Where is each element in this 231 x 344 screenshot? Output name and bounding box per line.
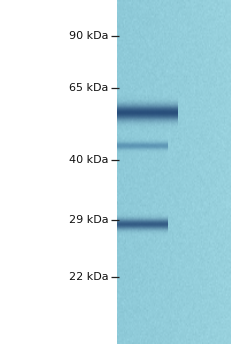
Text: 90 kDa: 90 kDa <box>69 31 109 41</box>
Text: 22 kDa: 22 kDa <box>69 272 109 282</box>
Text: 65 kDa: 65 kDa <box>69 83 109 93</box>
Text: 29 kDa: 29 kDa <box>69 215 109 225</box>
Text: 40 kDa: 40 kDa <box>69 155 109 165</box>
